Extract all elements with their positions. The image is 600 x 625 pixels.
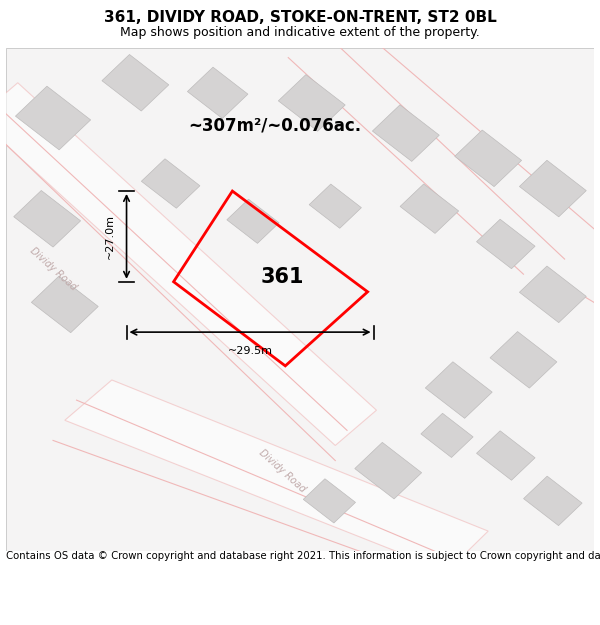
Text: Dividy Road: Dividy Road	[257, 448, 308, 494]
Polygon shape	[455, 130, 521, 187]
Polygon shape	[421, 413, 473, 458]
Polygon shape	[14, 191, 80, 247]
Polygon shape	[476, 219, 535, 269]
Polygon shape	[187, 68, 248, 119]
Polygon shape	[524, 476, 582, 526]
Polygon shape	[227, 199, 279, 243]
Polygon shape	[102, 54, 169, 111]
Polygon shape	[16, 86, 91, 150]
Text: Contains OS data © Crown copyright and database right 2021. This information is : Contains OS data © Crown copyright and d…	[6, 551, 600, 561]
Polygon shape	[476, 431, 535, 480]
Polygon shape	[490, 331, 557, 388]
Text: ~29.5m: ~29.5m	[227, 346, 272, 356]
Polygon shape	[278, 74, 345, 131]
Text: 361: 361	[260, 267, 304, 287]
Text: ~27.0m: ~27.0m	[105, 214, 115, 259]
Text: 361, DIVIDY ROAD, STOKE-ON-TRENT, ST2 0BL: 361, DIVIDY ROAD, STOKE-ON-TRENT, ST2 0B…	[104, 11, 496, 26]
Polygon shape	[142, 159, 200, 208]
Polygon shape	[520, 160, 586, 217]
Polygon shape	[65, 380, 488, 571]
Polygon shape	[520, 266, 586, 322]
Polygon shape	[303, 479, 356, 523]
Polygon shape	[425, 362, 492, 418]
Text: Map shows position and indicative extent of the property.: Map shows position and indicative extent…	[120, 26, 480, 39]
Polygon shape	[0, 82, 376, 446]
Polygon shape	[373, 105, 439, 161]
Polygon shape	[31, 276, 98, 332]
Text: Dividy Road: Dividy Road	[28, 246, 78, 292]
Text: ~307m²/~0.076ac.: ~307m²/~0.076ac.	[188, 117, 361, 134]
Polygon shape	[309, 184, 361, 228]
Polygon shape	[355, 442, 422, 499]
Polygon shape	[400, 184, 458, 233]
